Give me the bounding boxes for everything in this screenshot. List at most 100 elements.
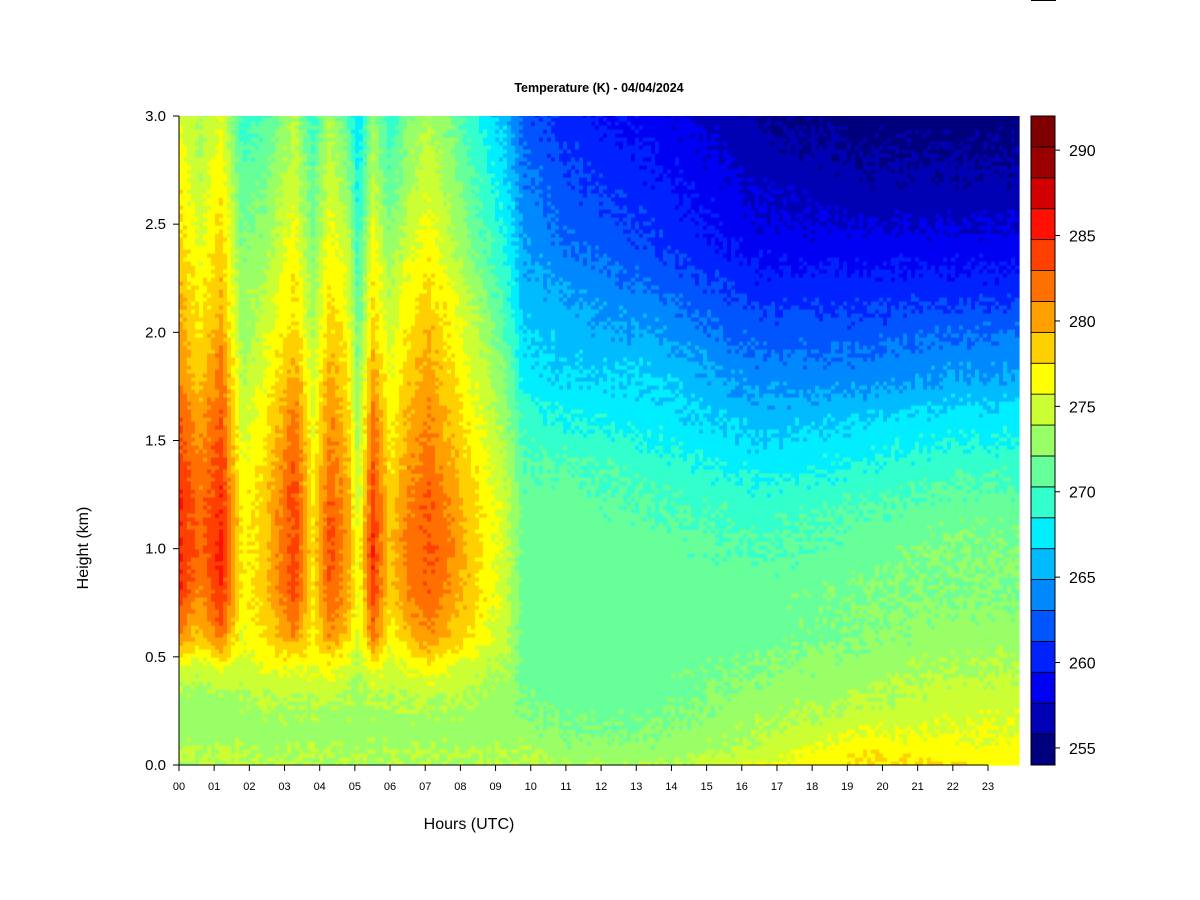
- heatmap-cell: [615, 433, 620, 466]
- heatmap-cell: [463, 553, 468, 570]
- heatmap-cell: [379, 373, 384, 410]
- heatmap-cell: [263, 177, 268, 190]
- heatmap-cell: [443, 673, 448, 694]
- heatmap-cell: [315, 541, 320, 550]
- heatmap-cell: [631, 289, 636, 294]
- heatmap-cell: [271, 229, 276, 238]
- heatmap-cell: [439, 657, 444, 674]
- heatmap-cell: [519, 309, 524, 326]
- heatmap-cell: [471, 193, 476, 250]
- heatmap-cell: [419, 465, 424, 474]
- heatmap-cell: [191, 201, 196, 222]
- heatmap-cell: [227, 481, 232, 486]
- heatmap-cell: [527, 245, 532, 254]
- heatmap-cell: [475, 649, 480, 658]
- heatmap-cell: [335, 617, 340, 646]
- heatmap-cell: [599, 729, 604, 738]
- heatmap-cell: [179, 125, 184, 134]
- heatmap-cell: [591, 373, 596, 378]
- heatmap-cell: [419, 217, 424, 226]
- heatmap-cell: [427, 697, 432, 706]
- heatmap-cell: [551, 489, 556, 706]
- heatmap-cell: [547, 473, 552, 706]
- heatmap-cell: [299, 677, 304, 694]
- heatmap-cell: [315, 537, 320, 542]
- heatmap-cell: [199, 381, 204, 386]
- heatmap-cell: [359, 757, 364, 766]
- heatmap-cell: [591, 721, 596, 726]
- heatmap-cell: [195, 237, 200, 246]
- heatmap-cell: [335, 613, 340, 618]
- heatmap-cell: [551, 373, 556, 382]
- heatmap-cell: [623, 361, 628, 366]
- heatmap-cell: [319, 653, 324, 674]
- heatmap-cell: [255, 213, 260, 290]
- heatmap-cell: [479, 297, 484, 302]
- heatmap-cell: [179, 233, 184, 238]
- heatmap-cell: [403, 629, 408, 642]
- heatmap-cell: [495, 133, 500, 138]
- heatmap-cell: [383, 709, 388, 738]
- heatmap-cell: [339, 409, 344, 414]
- heatmap-cell: [635, 249, 640, 266]
- heatmap-cell: [407, 281, 412, 334]
- heatmap-cell: [311, 161, 316, 166]
- heatmap-cell: [191, 489, 196, 494]
- heatmap-cell: [247, 545, 252, 550]
- heatmap-cell: [203, 537, 208, 546]
- heatmap-cell: [559, 357, 564, 362]
- heatmap-cell: [551, 245, 556, 274]
- heatmap-cell: [507, 529, 512, 538]
- heatmap-cell: [615, 725, 620, 734]
- heatmap-cell: [539, 733, 544, 738]
- heatmap-cell: [551, 209, 556, 214]
- heatmap-cell: [339, 497, 344, 510]
- heatmap-cell: [479, 133, 484, 178]
- heatmap-cell: [359, 541, 364, 546]
- heatmap-cell: [387, 369, 392, 374]
- heatmap-cell: [359, 133, 364, 142]
- heatmap-cell: [535, 705, 540, 718]
- heatmap-cell: [371, 317, 376, 350]
- heatmap-cell: [475, 645, 480, 650]
- heatmap-cell: [331, 125, 336, 134]
- heatmap-cell: [235, 261, 240, 270]
- heatmap-cell: [315, 125, 320, 130]
- heatmap-cell: [567, 281, 572, 286]
- heatmap-cell: [187, 589, 192, 594]
- heatmap-cell: [315, 257, 320, 262]
- heatmap-cell: [271, 137, 276, 142]
- heatmap-cell: [439, 157, 444, 162]
- heatmap-cell: [571, 116, 576, 158]
- heatmap-cell: [351, 117, 356, 130]
- heatmap-cell: [455, 329, 460, 378]
- heatmap-cell: [431, 213, 436, 218]
- heatmap-cell: [315, 561, 320, 582]
- heatmap-cell: [299, 337, 304, 350]
- heatmap-cell: [615, 481, 620, 486]
- heatmap-cell: [427, 553, 432, 562]
- heatmap-cell: [247, 609, 252, 654]
- heatmap-cell: [551, 217, 556, 222]
- heatmap-cell: [295, 625, 300, 630]
- heatmap-cell: [515, 197, 520, 202]
- heatmap-cell: [599, 141, 604, 174]
- heatmap-cell: [443, 405, 448, 422]
- heatmap-cell: [263, 761, 268, 766]
- heatmap-cell: [387, 165, 392, 170]
- heatmap-cell: [195, 321, 200, 330]
- heatmap-cell: [635, 265, 640, 270]
- heatmap-cell: [275, 357, 280, 370]
- heatmap-cell: [391, 457, 396, 470]
- heatmap-cell: [179, 449, 184, 454]
- heatmap-cell: [399, 116, 404, 150]
- heatmap-cell: [555, 481, 560, 710]
- heatmap-cell: [407, 341, 412, 350]
- heatmap-cell: [451, 537, 456, 558]
- heatmap-cell: [467, 377, 472, 390]
- heatmap-cell: [551, 717, 556, 722]
- heatmap-cell: [631, 285, 636, 290]
- heatmap-cell: [235, 197, 240, 250]
- heatmap-cell: [363, 157, 368, 162]
- heatmap-cell: [279, 677, 284, 702]
